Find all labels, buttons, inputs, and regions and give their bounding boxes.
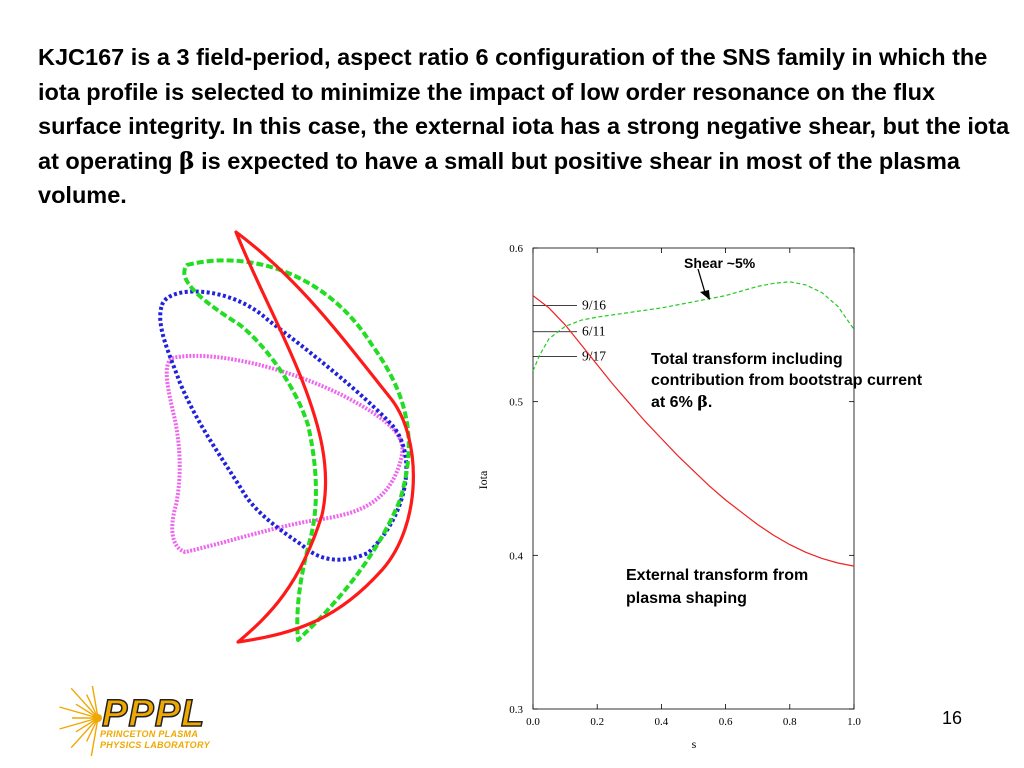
- x-tick-label: 0.6: [719, 716, 733, 728]
- shear-arrowhead: [700, 290, 710, 300]
- logo-subtitle-line2: PHYSICS LABORATORY: [100, 740, 210, 750]
- resonance-label: 9/16: [582, 298, 606, 313]
- resonance-label: 9/17: [582, 348, 606, 363]
- slide-description: KJC167 is a 3 field-period, aspect ratio…: [38, 40, 1013, 213]
- flux-surface-green: [182, 258, 411, 642]
- beta-symbol: β: [179, 146, 195, 175]
- flux-surface-red: [234, 230, 415, 644]
- x-tick-label: 0.4: [655, 716, 669, 728]
- logo-subtitle-line1: PRINCETON PLASMA: [100, 729, 199, 739]
- description-part-1: KJC167 is a 3 field-period, aspect ratio…: [38, 44, 1010, 174]
- resonance-label: 6/11: [582, 324, 606, 339]
- x-tick-label: 0.8: [783, 716, 797, 728]
- total-iota-line: [532, 281, 855, 372]
- external-transform-annotation: External transform from plasma shaping: [626, 567, 809, 607]
- total-transform-beta: β: [697, 392, 708, 411]
- flux-surface-blue: [158, 289, 409, 562]
- y-tick-label: 0.3: [509, 704, 523, 716]
- x-tick-label: 0.0: [526, 716, 540, 728]
- iota-profile-chart: 0.0 0.2 0.4 0.6 0.8 1.0 0.3 0.4 0.5 0.6 9/16 6/11 9…: [476, 243, 861, 748]
- external-iota-line: [532, 295, 855, 567]
- y-axis-title: Iota: [476, 470, 490, 489]
- y-tick-label: 0.4: [509, 550, 523, 562]
- pppl-logo: PPPL: [59, 686, 205, 756]
- starburst-ray: [70, 687, 99, 719]
- page-number: 16: [942, 708, 963, 728]
- x-axis-title: s: [692, 737, 697, 748]
- shear-annotation: Shear ~5%: [684, 255, 756, 271]
- flux-surface-magenta: [164, 353, 405, 554]
- total-transform-annotation: Total transform including contribution f…: [651, 349, 931, 413]
- flux-surface-plot: [158, 230, 415, 644]
- total-transform-period: .: [707, 394, 713, 411]
- description-part-2: is expected to have a small but positive…: [38, 147, 960, 209]
- starburst-ray: [85, 717, 99, 742]
- logo-wordmark: PPPL: [102, 693, 205, 735]
- starburst-ray: [70, 717, 99, 749]
- starburst-ray: [59, 717, 99, 730]
- x-tick-label: 1.0: [847, 716, 861, 728]
- starburst-ray: [75, 717, 99, 733]
- starburst-ray: [59, 706, 99, 719]
- starburst-ray: [85, 694, 99, 719]
- starburst-ray: [90, 717, 99, 756]
- y-tick-label: 0.5: [509, 397, 523, 409]
- starburst-ray: [75, 703, 99, 719]
- total-transform-text: Total transform including contribution f…: [651, 351, 923, 411]
- starburst-core: [94, 714, 102, 722]
- starburst-ray: [91, 686, 99, 719]
- x-tick-label: 0.2: [590, 716, 604, 728]
- y-tick-label: 0.6: [509, 243, 523, 255]
- plot-frame: [532, 247, 855, 710]
- starburst-icon: [59, 686, 102, 756]
